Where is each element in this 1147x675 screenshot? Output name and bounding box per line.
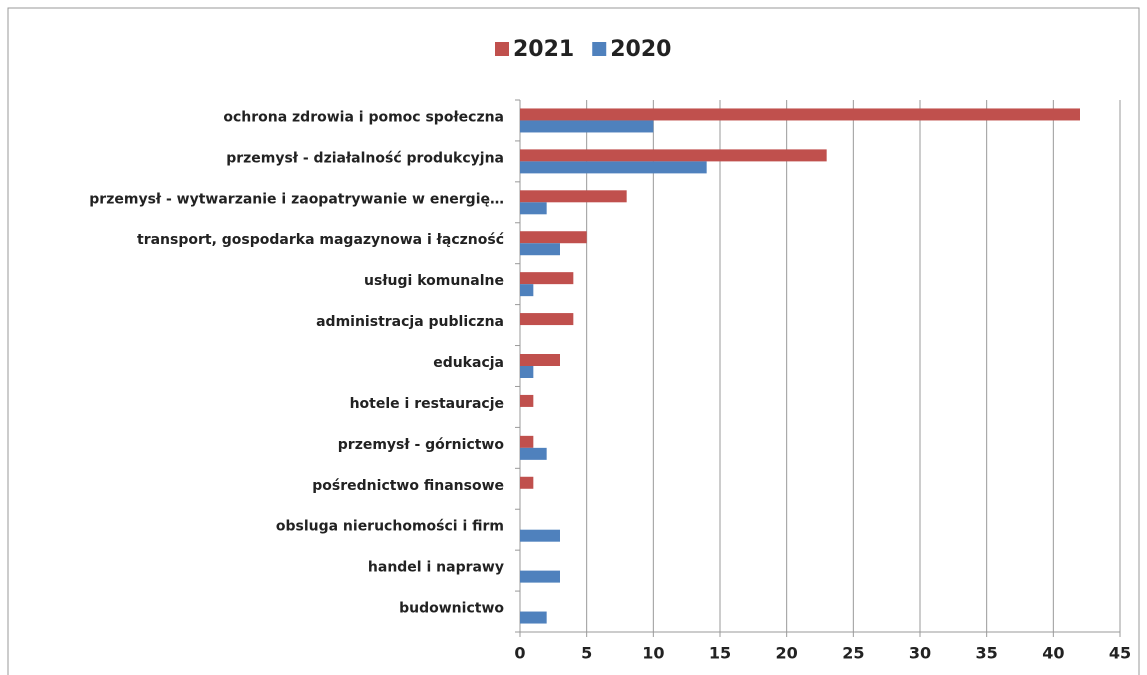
y-tick-label: hotele i restauracje (350, 396, 504, 412)
bar (520, 161, 707, 174)
legend-label: 2021 (513, 37, 574, 62)
legend-label: 2020 (610, 37, 671, 62)
x-tick-label: 40 (1042, 644, 1064, 663)
y-tick-label: administracja publiczna (316, 314, 504, 330)
bar (520, 149, 827, 162)
bar (520, 202, 547, 215)
bar (520, 231, 587, 244)
x-tick-label: 25 (842, 644, 864, 663)
y-tick-label: budownictwo (399, 601, 504, 617)
bar (520, 284, 534, 297)
bar (520, 611, 547, 624)
y-tick-label: edukacja (433, 355, 504, 371)
x-tick-label: 15 (709, 644, 731, 663)
y-tick-label: przemysł - wytwarzanie i zaopatrywanie w… (89, 191, 504, 207)
legend-swatch (495, 42, 509, 56)
bar (520, 394, 534, 407)
y-tick-label: handel i naprawy (368, 560, 504, 576)
y-tick-label: ochrona zdrowia i pomoc społeczna (223, 109, 504, 125)
y-tick-label: przemysł - działalność produkcyjna (226, 150, 504, 166)
bar (520, 529, 560, 542)
bar (520, 272, 574, 285)
x-tick-label: 5 (581, 644, 592, 663)
y-tick-label: pośrednictwo finansowe (312, 478, 504, 494)
x-tick-label: 30 (909, 644, 931, 663)
x-tick-label: 10 (642, 644, 664, 663)
bar (520, 476, 534, 489)
y-tick-label: obsluga nieruchomości i firm (276, 519, 504, 535)
bar (520, 313, 574, 326)
y-tick-label: transport, gospodarka magazynowa i łączn… (137, 232, 504, 248)
bar (520, 570, 560, 583)
x-tick-label: 45 (1109, 644, 1131, 663)
bar (520, 366, 534, 378)
bar (520, 108, 1080, 121)
y-tick-label: przemysł - górnictwo (338, 437, 505, 453)
bar (520, 435, 534, 448)
bar (520, 120, 654, 133)
y-tick-label: usługi komunalne (364, 273, 504, 289)
bar (520, 190, 627, 203)
x-tick-label: 0 (514, 644, 525, 663)
bar (520, 447, 547, 460)
chart-frame (7, 7, 1140, 675)
legend-swatch (592, 42, 607, 56)
bar (520, 354, 560, 366)
x-tick-label: 35 (976, 644, 998, 663)
x-tick-label: 20 (776, 644, 798, 663)
bar (520, 243, 560, 256)
